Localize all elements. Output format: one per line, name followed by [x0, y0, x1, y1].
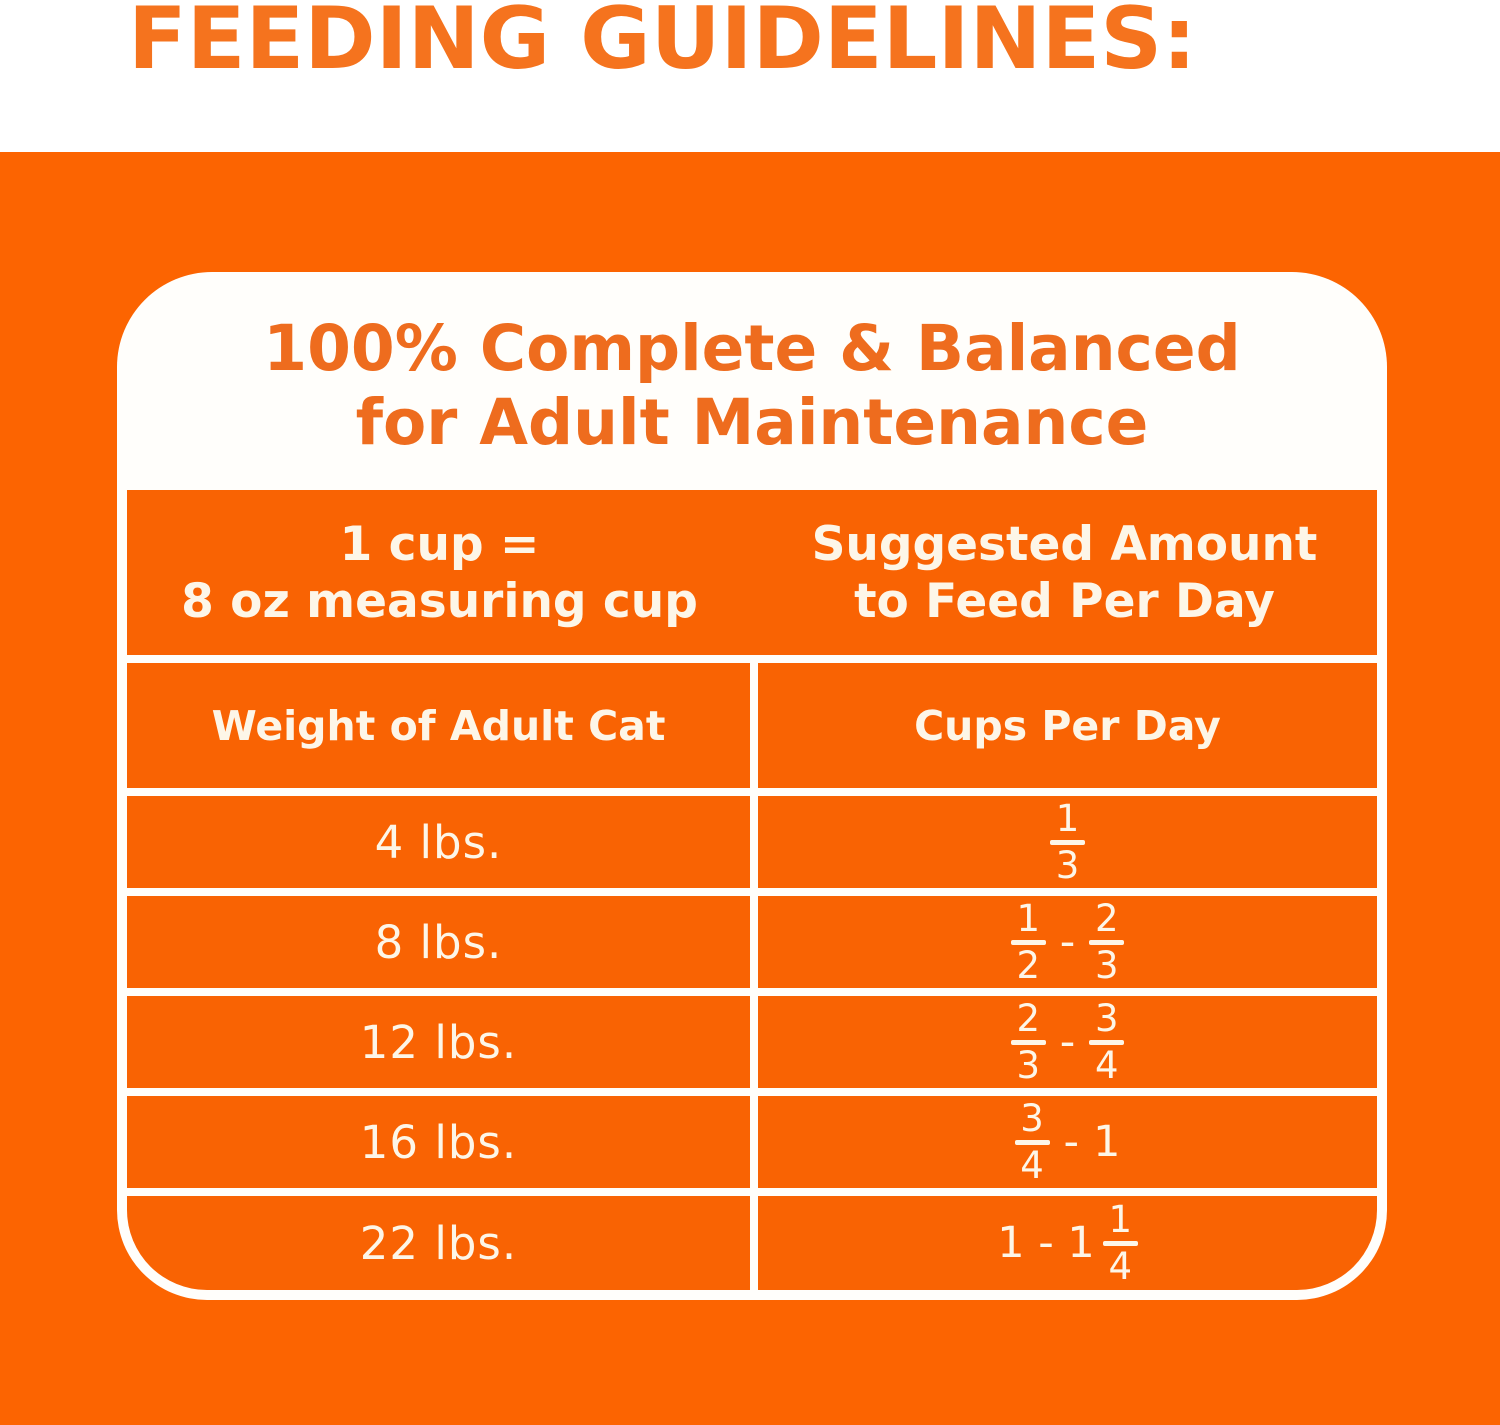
fraction: 1 3	[1050, 796, 1085, 887]
weight-value: 8 lbs.	[374, 915, 503, 969]
weight-cell: 4 lbs.	[127, 796, 750, 888]
fraction-bar	[1010, 1039, 1046, 1045]
whole-number-range: 1 - 1	[997, 1218, 1095, 1268]
weight-value: 16 lbs.	[359, 1115, 518, 1169]
whole-number: 1	[1093, 1117, 1121, 1167]
fraction-denominator: 3	[1094, 943, 1119, 987]
cups-cell: 1 3	[758, 796, 1377, 888]
fraction-numerator: 1	[1055, 796, 1080, 840]
weight-value: 12 lbs.	[359, 1015, 518, 1069]
table-header-band: 1 cup = 8 oz measuring cup Suggested Amo…	[127, 490, 1377, 655]
fraction-bar	[1050, 839, 1085, 845]
column-header-cups-label: Cups Per Day	[914, 701, 1221, 750]
table-row: 22 lbs. 1 - 1 1 4	[127, 1196, 1377, 1290]
fraction-bar	[1102, 1240, 1138, 1246]
feeding-table: 1 cup = 8 oz measuring cup Suggested Amo…	[127, 490, 1377, 1290]
header-suggested-line2: to Feed Per Day	[854, 573, 1275, 629]
page-title: FEEDING GUIDELINES:	[128, 0, 1197, 89]
table-column-header-row: Weight of Adult Cat Cups Per Day	[127, 663, 1377, 788]
cups-value: 1 3	[1050, 796, 1085, 887]
column-divider	[750, 796, 758, 888]
column-divider	[750, 896, 758, 988]
card-title-line1: 100% Complete & Balanced	[263, 312, 1241, 385]
column-header-weight-label: Weight of Adult Cat	[211, 701, 666, 750]
weight-cell: 22 lbs.	[127, 1196, 750, 1290]
fraction: 1 4	[1102, 1197, 1138, 1288]
fraction-denominator: 2	[1016, 943, 1040, 987]
weight-cell: 16 lbs.	[127, 1096, 750, 1188]
range-dash: -	[1063, 1117, 1080, 1167]
fraction-numerator: 2	[1094, 896, 1119, 940]
fraction: 2 3	[1010, 996, 1046, 1087]
header-cup-line1: 1 cup =	[339, 516, 540, 572]
cups-cell: 2 3 - 3 4	[758, 996, 1377, 1088]
header-suggested-amount: Suggested Amount to Feed Per Day	[752, 490, 1377, 655]
weight-value: 4 lbs.	[374, 815, 503, 869]
cups-cell: 1 2 - 2 3	[758, 896, 1377, 988]
range-dash: -	[1059, 1017, 1076, 1067]
column-divider	[750, 996, 758, 1088]
fraction-denominator: 3	[1055, 843, 1080, 887]
cups-cell: 1 - 1 1 4	[758, 1196, 1377, 1290]
cups-value: 2 3 - 3 4	[1010, 996, 1125, 1087]
fraction: 3 4	[1014, 1096, 1050, 1187]
column-divider	[750, 1196, 758, 1290]
cups-value: 1 - 1 1 4	[997, 1197, 1138, 1288]
table-row: 16 lbs. 3 4 - 1	[127, 1096, 1377, 1188]
fraction-numerator: 2	[1016, 996, 1040, 1040]
table-row: 4 lbs. 1 3	[127, 796, 1377, 888]
card-title: 100% Complete & Balanced for Adult Maint…	[117, 312, 1387, 460]
range-dash: -	[1059, 917, 1076, 967]
fraction: 1 2	[1010, 896, 1046, 987]
fraction-denominator: 3	[1016, 1043, 1040, 1087]
weight-cell: 12 lbs.	[127, 996, 750, 1088]
weight-cell: 8 lbs.	[127, 896, 750, 988]
cups-value: 3 4 - 1	[1014, 1096, 1121, 1187]
fraction-bar	[1010, 939, 1046, 945]
card-title-line2: for Adult Maintenance	[355, 386, 1149, 459]
fraction-denominator: 4	[1020, 1143, 1044, 1187]
header-suggested-line1: Suggested Amount	[811, 516, 1318, 572]
fraction-numerator: 1	[1016, 896, 1040, 940]
fraction: 3 4	[1089, 996, 1125, 1087]
fraction: 2 3	[1089, 896, 1125, 987]
column-divider	[750, 663, 758, 788]
fraction-numerator: 3	[1094, 996, 1119, 1040]
column-divider	[750, 1096, 758, 1188]
fraction-denominator: 4	[1094, 1043, 1119, 1087]
header-cup-definition: 1 cup = 8 oz measuring cup	[127, 490, 752, 655]
fraction-bar	[1089, 1039, 1125, 1045]
weight-value: 22 lbs.	[359, 1216, 518, 1270]
header-cup-line2: 8 oz measuring cup	[181, 573, 698, 629]
cups-cell: 3 4 - 1	[758, 1096, 1377, 1188]
column-header-cups: Cups Per Day	[758, 663, 1377, 788]
fraction-bar	[1014, 1139, 1050, 1145]
guidelines-card: 100% Complete & Balanced for Adult Maint…	[117, 272, 1387, 1300]
fraction-numerator: 3	[1020, 1096, 1044, 1140]
fraction-numerator: 1	[1108, 1197, 1133, 1241]
table-row: 8 lbs. 1 2 - 2 3	[127, 896, 1377, 988]
cups-value: 1 2 - 2 3	[1010, 896, 1125, 987]
column-header-weight: Weight of Adult Cat	[127, 663, 750, 788]
fraction-denominator: 4	[1108, 1244, 1133, 1288]
fraction-bar	[1089, 939, 1125, 945]
table-row: 12 lbs. 2 3 - 3 4	[127, 996, 1377, 1088]
